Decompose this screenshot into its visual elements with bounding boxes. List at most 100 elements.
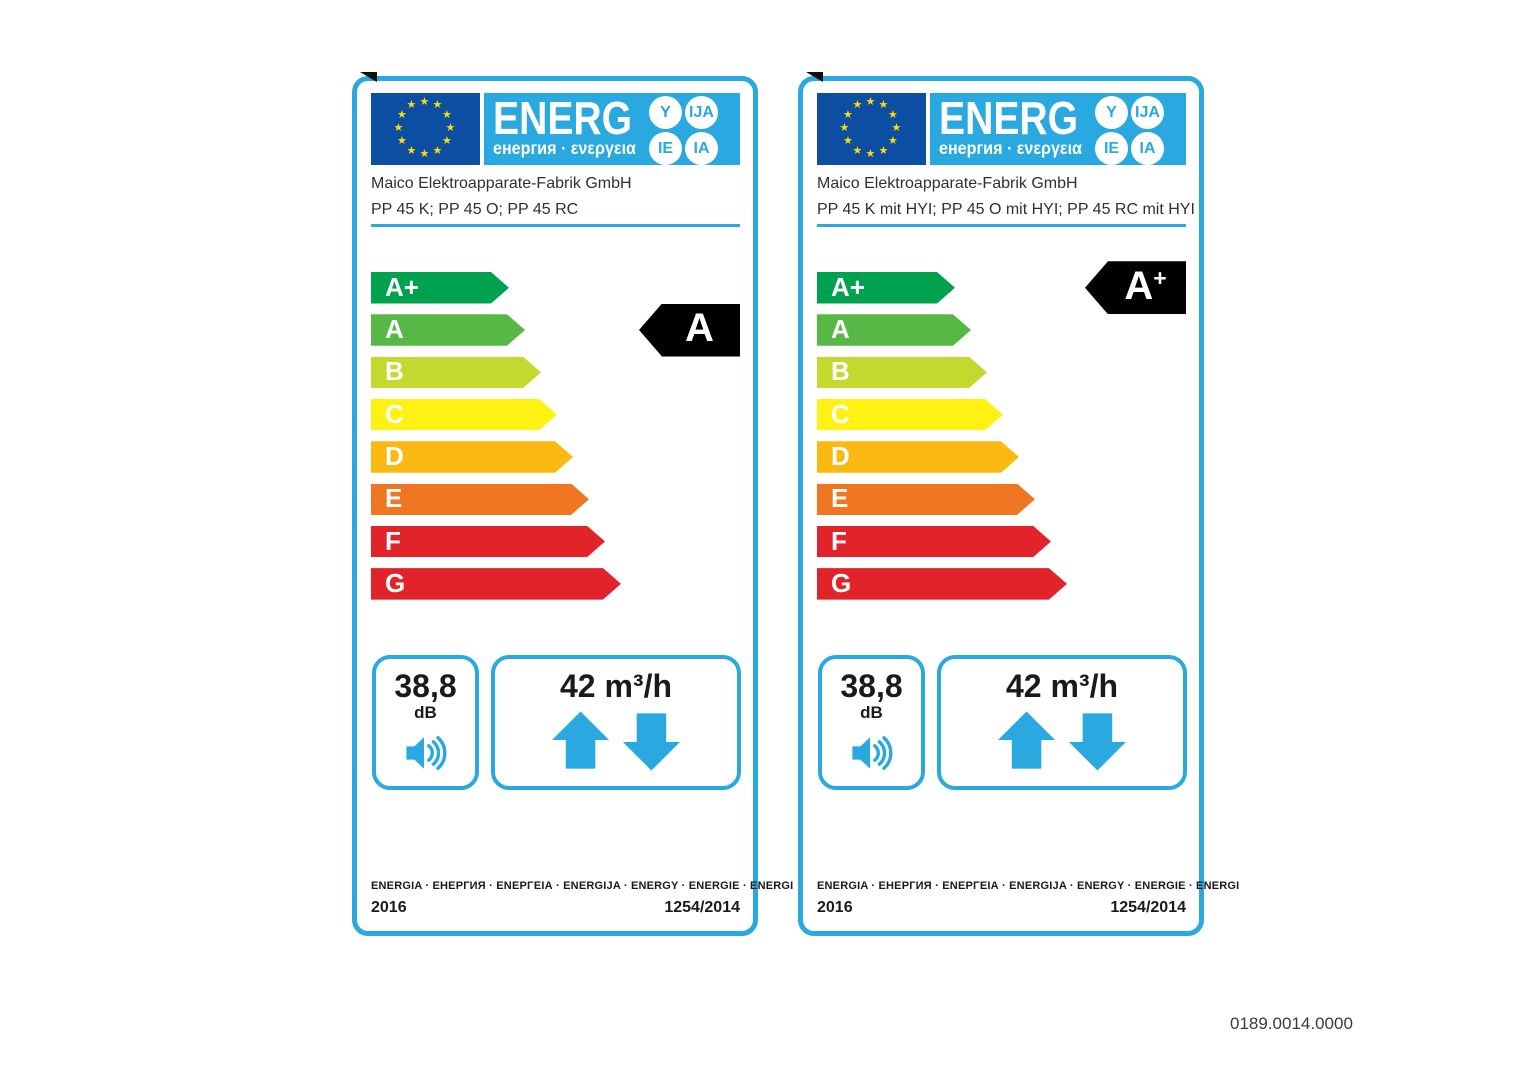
scale-arrow-f: F [371, 526, 605, 558]
model-names: PP 45 K; PP 45 O; PP 45 RC [371, 201, 579, 218]
badge-ia: IA [685, 132, 718, 165]
scale-arrow-g: G [817, 568, 1067, 600]
corner-notch [360, 72, 377, 82]
divider-rule [371, 224, 740, 227]
eu-star-icon: ★ [852, 143, 863, 157]
language-badges: Y IJA IE IA [649, 96, 718, 165]
eu-star-icon: ★ [432, 98, 443, 112]
airflow-value: 42 m³/h [559, 668, 673, 704]
scale-arrow-d: D [817, 441, 1019, 473]
noise-box: 38,8 dB [372, 655, 479, 790]
eu-star-icon: ★ [406, 143, 417, 157]
badge-ia: IA [1131, 132, 1164, 165]
down-arrow-icon [622, 713, 680, 771]
airflow-arrows [941, 711, 1183, 776]
badge-ija: IJA [1131, 96, 1164, 129]
energ-subtitle: енергия · ενεργεια [939, 138, 1082, 158]
eu-star-icon: ★ [878, 143, 889, 157]
eu-star-icon: ★ [442, 108, 452, 121]
scale-arrow-a-plus: A+ [817, 272, 955, 304]
scale-arrow-a: A [371, 314, 525, 346]
scale-arrow-e: E [371, 484, 589, 516]
energy-class-scale: A+ A B C D E F G [817, 272, 1186, 612]
rating-letter: A [685, 306, 714, 351]
eu-star-icon: ★ [852, 98, 863, 112]
eu-star-icon: ★ [419, 95, 430, 108]
scale-arrow-f: F [817, 526, 1051, 558]
language-badges: Y IJA IE IA [1095, 96, 1164, 165]
footer-year: 2016 [371, 899, 407, 916]
airflow-box: 42 m³/h [937, 655, 1187, 790]
eu-star-icon: ★ [888, 108, 898, 121]
footer-year: 2016 [817, 899, 853, 916]
eu-star-icon: ★ [419, 147, 430, 160]
badge-y: Y [1095, 96, 1128, 129]
energ-banner: ENERG енергия · ενεργεια Y IJA IE IA [930, 93, 1186, 165]
badge-ija: IJA [685, 96, 718, 129]
corner-notch [806, 72, 823, 82]
speaker-icon [376, 730, 475, 781]
rating-letter: A [1124, 263, 1154, 308]
eu-star-icon: ★ [888, 134, 898, 147]
eu-star-icon: ★ [842, 134, 853, 147]
badge-y: Y [649, 96, 682, 129]
footer-regulation: 1254/2014 [1110, 899, 1186, 916]
model-names: PP 45 K mit HYI; PP 45 O mit HYI; PP 45 … [817, 201, 1195, 218]
energ-banner: ENERG енергия · ενεργεια Y IJA IE IA [484, 93, 740, 165]
eu-flag-icon: ★ ★ ★ ★ ★ ★ ★ ★ ★ ★ ★ ★ [817, 93, 926, 165]
scale-arrow-a-plus: A+ [371, 272, 509, 304]
energy-label-left: ★ ★ ★ ★ ★ ★ ★ ★ ★ ★ ★ ★ ENERG енергия · ενεργεια Y … [352, 72, 794, 936]
badge-ie: IE [1095, 132, 1128, 165]
up-arrow-icon [552, 711, 610, 769]
footer-row: 2016 1254/2014 [817, 899, 1186, 917]
eu-star-icon: ★ [396, 108, 407, 121]
eu-star-icon: ★ [839, 121, 850, 134]
manufacturer-name: Maico Elektroapparate-Fabrik GmbH [371, 175, 632, 192]
footer-regulation: 1254/2014 [664, 899, 740, 916]
up-arrow-icon [998, 711, 1056, 769]
eu-star-icon: ★ [432, 143, 443, 157]
energ-word: ENERG [493, 93, 633, 144]
noise-value: 38,8 [394, 668, 457, 704]
airflow-box: 42 m³/h [491, 655, 741, 790]
scale-arrow-g: G [371, 568, 621, 600]
eu-star-icon: ★ [865, 147, 876, 160]
energy-label-right: ★ ★ ★ ★ ★ ★ ★ ★ ★ ★ ★ ★ ENERG енергия · ενεργεια Y … [798, 72, 1240, 936]
document-code: 0189.0014.0000 [1230, 1014, 1353, 1033]
eu-star-icon: ★ [393, 121, 404, 134]
noise-box: 38,8 dB [818, 655, 925, 790]
badge-ie: IE [649, 132, 682, 165]
footer-languages: ENERGIA · ЕНЕРГИЯ · ΕΝΕΡΓΕΙΑ · ENERGIJA … [371, 880, 794, 892]
down-arrow-icon [1068, 713, 1126, 771]
eu-star-icon: ★ [891, 121, 902, 134]
energ-word: ENERG [939, 93, 1079, 144]
eu-star-icon: ★ [445, 121, 456, 134]
noise-value: 38,8 [840, 668, 903, 704]
scale-arrow-a: A [817, 314, 971, 346]
scale-arrow-e: E [817, 484, 1035, 516]
noise-unit: dB [860, 703, 883, 722]
scale-arrow-d: D [371, 441, 573, 473]
rating-arrow: A + [1085, 261, 1186, 315]
label-header: ★ ★ ★ ★ ★ ★ ★ ★ ★ ★ ★ ★ ENERG енергия · ενεργεια Y … [371, 93, 740, 165]
eu-star-icon: ★ [406, 98, 417, 112]
airflow-arrows [495, 711, 737, 776]
footer-languages: ENERGIA · ЕНЕРГИЯ · ΕΝΕΡΓΕΙΑ · ENERGIJA … [817, 880, 1240, 892]
noise-unit: dB [414, 703, 437, 722]
energ-subtitle: енергия · ενεργεια [493, 138, 636, 158]
label-header: ★ ★ ★ ★ ★ ★ ★ ★ ★ ★ ★ ★ ENERG енергия · ενεργεια Y … [817, 93, 1186, 165]
airflow-value: 42 m³/h [1005, 668, 1119, 704]
eu-star-icon: ★ [442, 134, 452, 147]
scale-arrow-c: C [817, 399, 1003, 431]
scale-arrow-b: B [371, 357, 541, 389]
eu-star-icon: ★ [878, 98, 889, 112]
footer-row: 2016 1254/2014 [371, 899, 740, 917]
rating-plus: + [1153, 265, 1167, 292]
eu-star-icon: ★ [842, 108, 853, 121]
manufacturer-name: Maico Elektroapparate-Fabrik GmbH [817, 175, 1078, 192]
eu-star-icon: ★ [865, 95, 876, 108]
scale-arrow-c: C [371, 399, 557, 431]
eu-flag-icon: ★ ★ ★ ★ ★ ★ ★ ★ ★ ★ ★ ★ [371, 93, 480, 165]
divider-rule [817, 224, 1186, 227]
rating-arrow: A [639, 303, 740, 357]
